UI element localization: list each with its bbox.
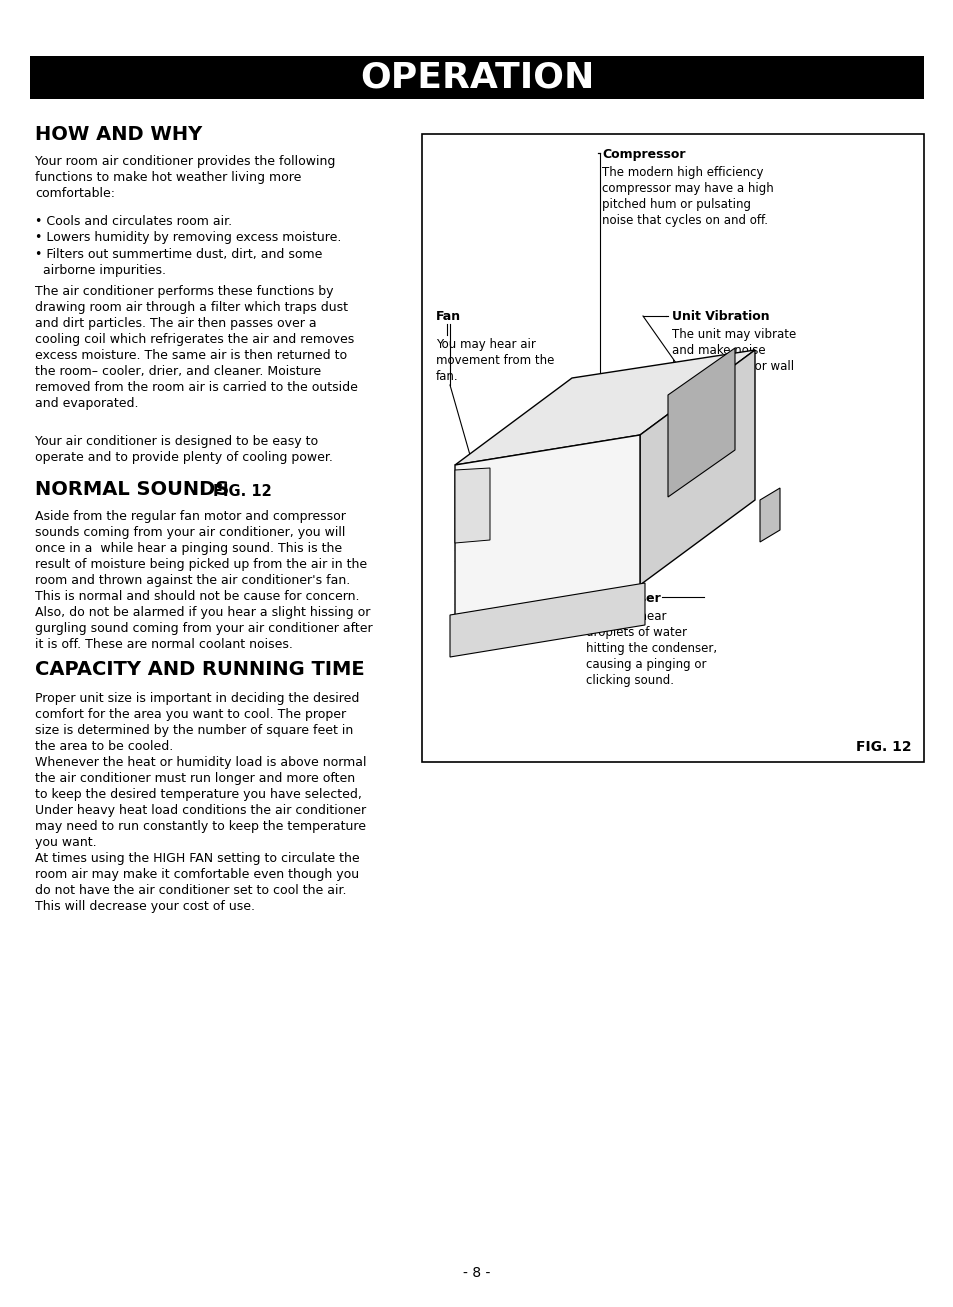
Text: At times using the HIGH FAN setting to circulate the
room air may make it comfor: At times using the HIGH FAN setting to c…: [35, 852, 359, 914]
Text: Your air conditioner is designed to be easy to
operate and to provide plenty of : Your air conditioner is designed to be e…: [35, 435, 333, 464]
Polygon shape: [639, 350, 754, 586]
Text: • Filters out summertime dust, dirt, and some
  airborne impurities.: • Filters out summertime dust, dirt, and…: [35, 248, 322, 277]
Text: Condenser: Condenser: [585, 592, 660, 605]
Text: FIG. 12: FIG. 12: [856, 740, 911, 754]
Text: Fan: Fan: [436, 310, 460, 323]
Polygon shape: [455, 468, 490, 542]
Text: FIG. 12: FIG. 12: [213, 484, 272, 499]
Text: Compressor: Compressor: [601, 148, 685, 161]
Polygon shape: [455, 350, 754, 465]
Bar: [421, 135, 923, 762]
Polygon shape: [450, 583, 644, 657]
Text: HOW AND WHY: HOW AND WHY: [35, 125, 202, 144]
Text: Aside from the regular fan motor and compressor
sounds coming from your air cond: Aside from the regular fan motor and com…: [35, 510, 373, 651]
Text: • Cools and circulates room air.: • Cools and circulates room air.: [35, 214, 232, 227]
Text: You may hear air
movement from the
fan.: You may hear air movement from the fan.: [436, 339, 554, 383]
Text: NORMAL SOUNDS: NORMAL SOUNDS: [35, 480, 229, 499]
Polygon shape: [760, 488, 780, 542]
Text: The air conditioner performs these functions by
drawing room air through a filte: The air conditioner performs these funct…: [35, 285, 357, 410]
Text: Proper unit size is important in deciding the desired
comfort for the area you w: Proper unit size is important in decidin…: [35, 691, 359, 753]
Text: The unit may vibrate
and make noise
because of poor wall
or window
construction.: The unit may vibrate and make noise beca…: [671, 328, 796, 405]
Text: - 8 -: - 8 -: [463, 1266, 490, 1280]
Text: Whenever the heat or humidity load is above normal
the air conditioner must run : Whenever the heat or humidity load is ab…: [35, 755, 366, 850]
Polygon shape: [455, 435, 639, 616]
Text: Your room air conditioner provides the following
functions to make hot weather l: Your room air conditioner provides the f…: [35, 156, 335, 200]
Text: The modern high efficiency
compressor may have a high
pitched hum or pulsating
n: The modern high efficiency compressor ma…: [601, 166, 773, 227]
Polygon shape: [667, 348, 734, 497]
Text: OPERATION: OPERATION: [359, 60, 594, 94]
Text: • Lowers humidity by removing excess moisture.: • Lowers humidity by removing excess moi…: [35, 231, 341, 244]
Bar: [30, 56, 923, 99]
Text: CAPACITY AND RUNNING TIME: CAPACITY AND RUNNING TIME: [35, 660, 364, 680]
Text: You may hear
droplets of water
hitting the condenser,
causing a pinging or
click: You may hear droplets of water hitting t…: [585, 610, 717, 687]
Text: Unit Vibration: Unit Vibration: [671, 310, 769, 323]
